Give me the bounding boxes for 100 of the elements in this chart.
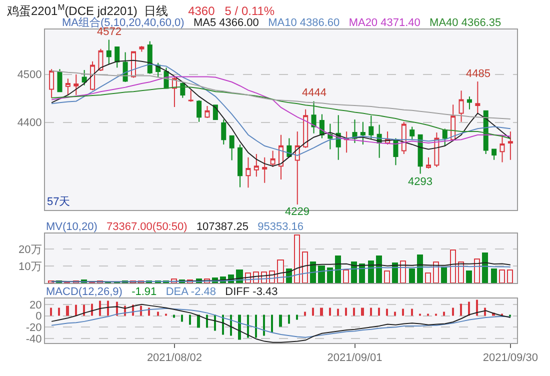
legend-title: MACD(12,26,9) [46, 286, 122, 298]
y-tick-label: 20万 [18, 244, 42, 256]
bar [361, 308, 364, 316]
series-label: DEA -2.48 [166, 286, 216, 298]
annotation: 4293 [408, 176, 432, 188]
bar [197, 314, 200, 328]
candlestick [114, 46, 120, 68]
annotation: 57天 [47, 196, 70, 208]
candlestick [466, 96, 472, 110]
x-tick-label: 2021/09/01 [327, 352, 382, 364]
bar [466, 270, 472, 284]
annotation: 4572 [97, 26, 122, 38]
bar [238, 314, 241, 340]
candlestick [262, 156, 268, 184]
candlestick [90, 60, 96, 91]
candlestick [508, 130, 513, 160]
candlestick [270, 150, 276, 168]
y-tick-label: 0 [36, 310, 42, 323]
candlestick [196, 100, 202, 122]
bar [351, 262, 357, 284]
candlestick [238, 144, 243, 188]
candlestick [229, 135, 234, 161]
candlestick [204, 106, 210, 119]
bar [320, 308, 323, 316]
text: 95353.16 [258, 221, 304, 233]
text: MA10 4386.60 [268, 17, 340, 29]
legend-title: MA组合(5,10,20,40,60,0) [62, 16, 184, 29]
y-tick-label: 4400 [17, 117, 42, 130]
line-series [51, 70, 511, 120]
bar [376, 256, 382, 284]
candlestick [311, 100, 316, 134]
candlestick [401, 121, 406, 155]
candlestick [492, 148, 497, 160]
candlestick [49, 68, 54, 98]
candlestick [254, 154, 259, 178]
text: 73367.00(50:50) [106, 221, 188, 233]
candlestick [188, 90, 194, 102]
candlestick [65, 78, 70, 96]
bar [368, 260, 374, 284]
candlestick [434, 132, 440, 168]
candlestick [500, 134, 505, 163]
series-label: -1.91 [132, 286, 157, 298]
y-tick-label: 10万 [18, 260, 42, 273]
y-tick-label: 20 [30, 299, 42, 312]
candlestick [122, 52, 128, 83]
y-tick-label: -40 [26, 333, 42, 346]
bar [310, 262, 316, 284]
candlestick [147, 40, 152, 74]
candlestick [303, 108, 308, 148]
annotation: 4229 [285, 206, 310, 218]
chart-subtitle: 4360 5 / 0.11% [188, 4, 275, 18]
text: MA20 4371.40 [348, 17, 420, 29]
bar [279, 314, 282, 327]
candlestick [458, 90, 464, 122]
bar [392, 262, 398, 284]
candlestick [426, 156, 432, 169]
candlestick [98, 48, 104, 72]
candlestick [368, 115, 374, 140]
bar [335, 256, 341, 284]
annotation: 4485 [466, 68, 490, 80]
candlestick [410, 126, 415, 140]
bar [327, 268, 333, 284]
bar [409, 268, 415, 284]
candlestick [57, 68, 62, 93]
bar [491, 268, 497, 284]
text: MA40 4366.35 [430, 17, 502, 29]
candlestick [360, 121, 366, 145]
annotation: 4444 [302, 87, 326, 99]
text: MA5 4366.00 [193, 17, 259, 29]
legend-title: MV(10,20) [46, 221, 98, 233]
y-tick-label: 4500 [17, 69, 42, 82]
candlestick [139, 46, 144, 52]
y-tick-label: -20 [26, 322, 42, 334]
candlestick [278, 134, 284, 180]
candlestick [221, 118, 226, 145]
candlestick [442, 128, 448, 146]
candlestick [82, 70, 87, 86]
candlestick [393, 138, 398, 166]
text: DIFF -3.43 [225, 286, 278, 298]
x-tick-label: 2021/09/30 [482, 352, 538, 364]
candlestick [246, 156, 251, 188]
candlestick [212, 104, 218, 120]
bar [318, 266, 325, 284]
candlestick [294, 130, 300, 205]
bar [441, 268, 447, 284]
bar [417, 254, 423, 284]
candlestick [328, 123, 333, 150]
text: 107387.25 [196, 221, 248, 233]
candlestick [418, 134, 423, 174]
bar [482, 252, 488, 284]
chart-title: 鸡蛋2201$^{M}$(DCE jd2201) 日线 [6, 2, 168, 18]
line-series [51, 86, 511, 140]
bar [66, 306, 69, 316]
candlestick [74, 74, 79, 96]
line-series [51, 266, 511, 282]
line-series [51, 304, 511, 343]
candlestick [106, 39, 112, 65]
line-series [51, 308, 511, 338]
line-series [51, 76, 511, 144]
candlestick [475, 81, 480, 115]
